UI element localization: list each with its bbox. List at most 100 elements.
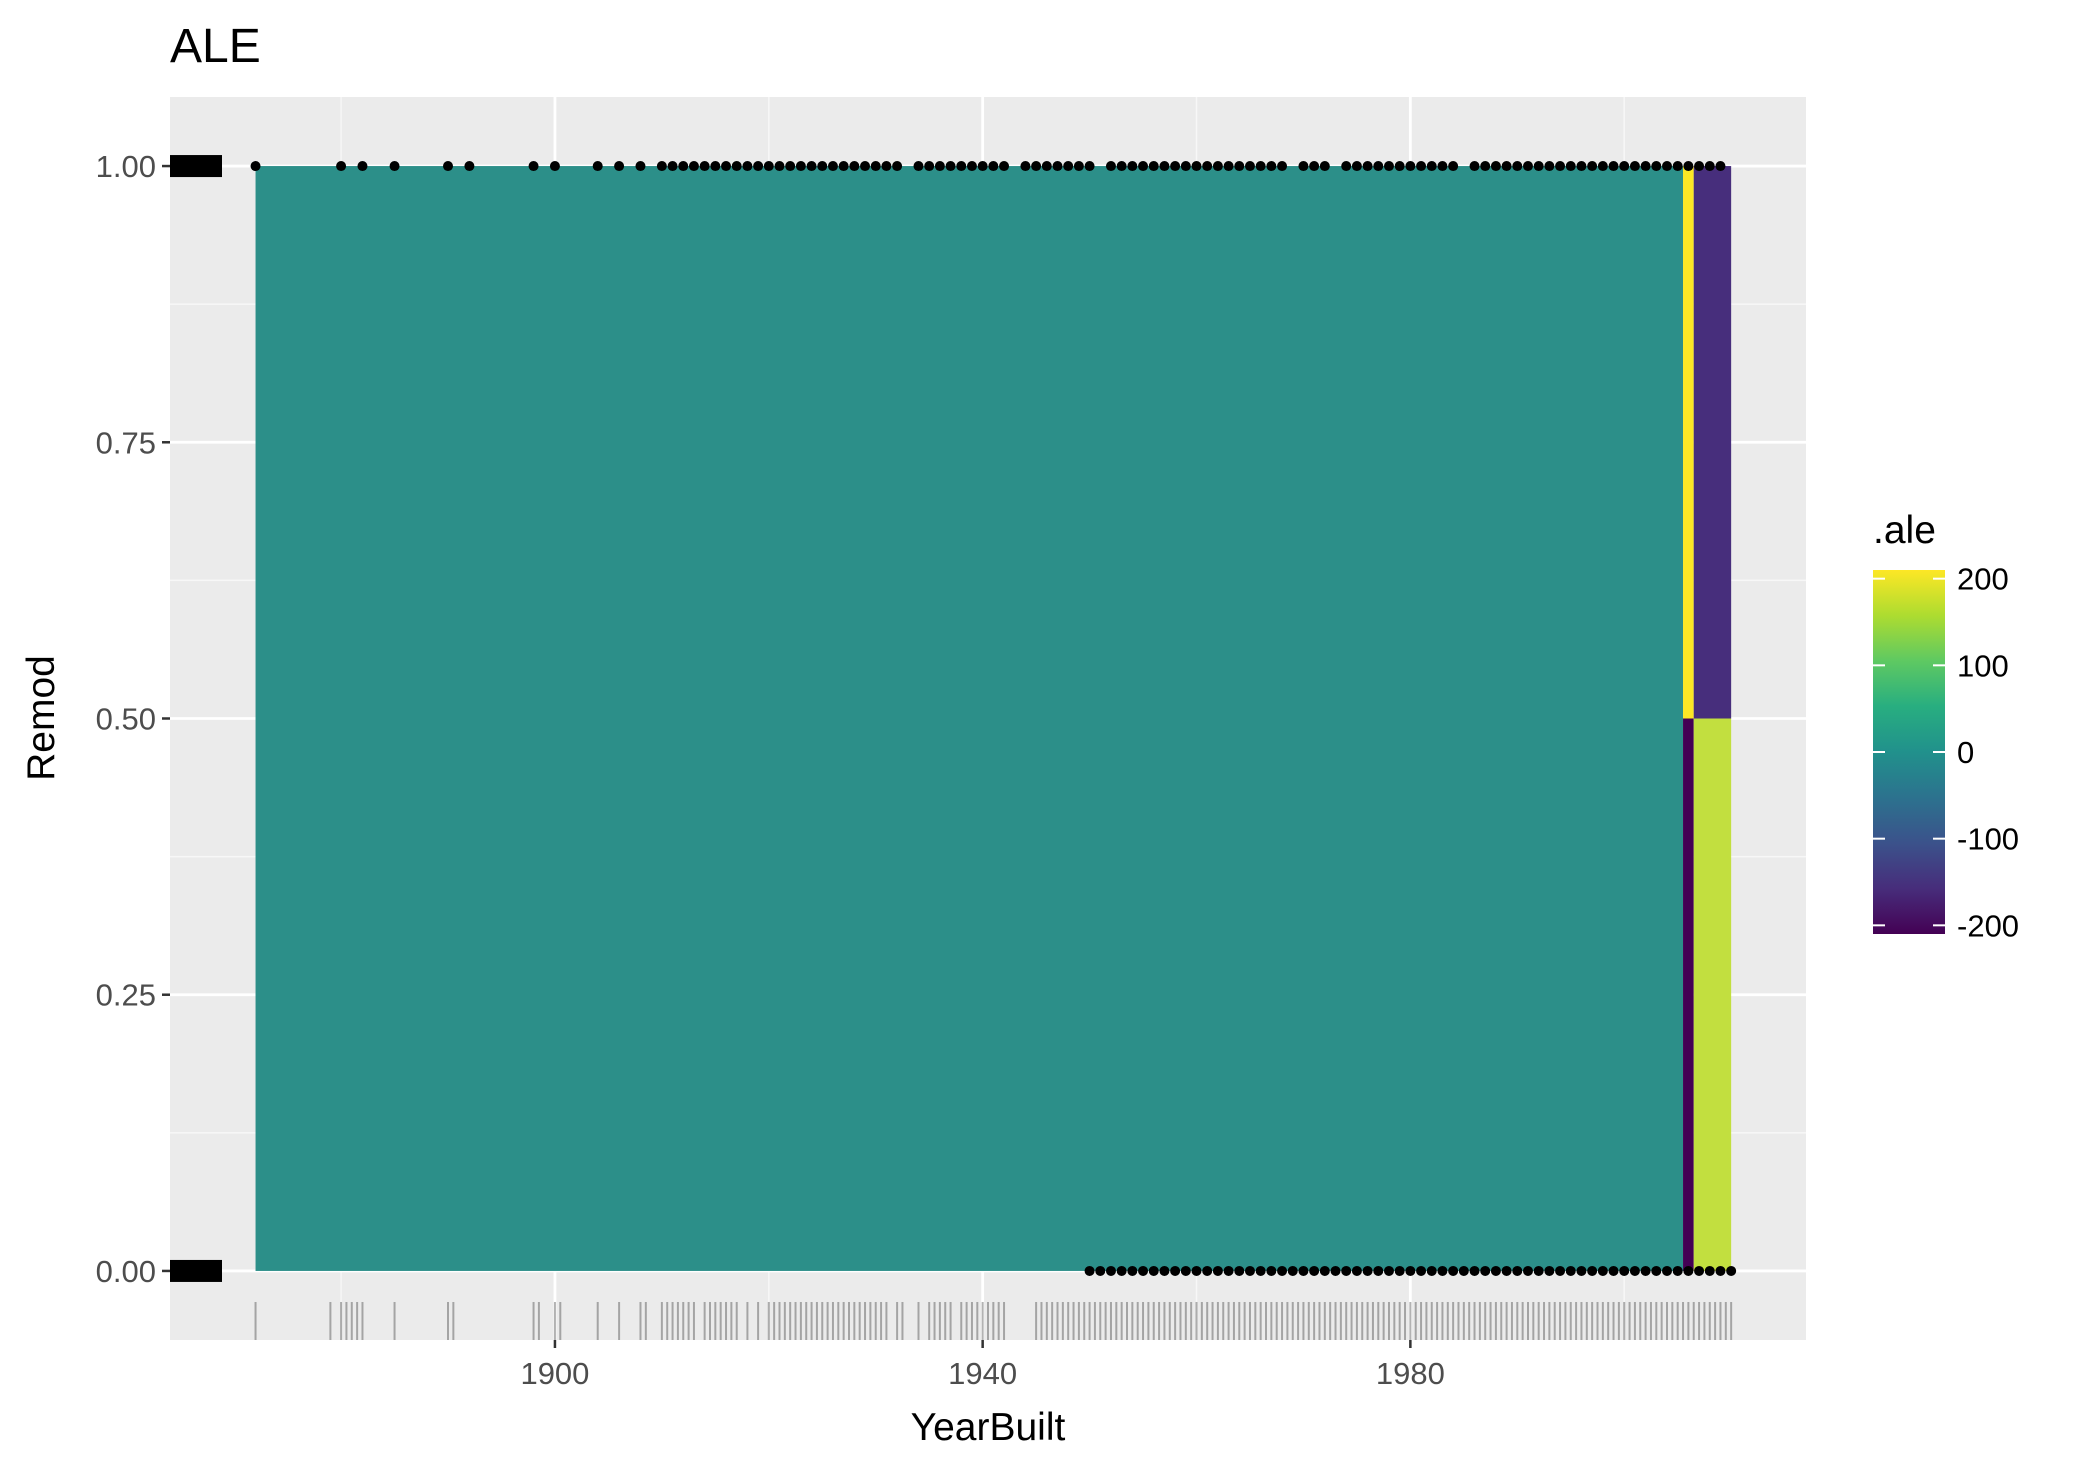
data-point — [945, 161, 956, 172]
data-point — [1084, 1265, 1095, 1276]
data-point — [1105, 161, 1116, 172]
data-point — [1544, 1265, 1555, 1276]
data-point — [1512, 1265, 1523, 1276]
data-point — [1608, 1265, 1619, 1276]
data-point — [977, 161, 988, 172]
data-point — [817, 161, 828, 172]
data-point — [721, 161, 732, 172]
data-point — [1715, 1265, 1726, 1276]
data-point — [1533, 1265, 1544, 1276]
data-point — [795, 161, 806, 172]
ale-tile — [1683, 166, 1694, 719]
data-point — [1533, 161, 1544, 172]
data-point — [806, 161, 817, 172]
data-point — [1640, 161, 1651, 172]
data-point — [1629, 1265, 1640, 1276]
data-point — [1341, 1265, 1352, 1276]
data-point — [1244, 1265, 1255, 1276]
data-point — [1597, 161, 1608, 172]
data-point — [1255, 1265, 1266, 1276]
data-point — [1138, 1265, 1149, 1276]
data-point — [966, 161, 977, 172]
data-point — [1095, 1265, 1106, 1276]
data-point — [1672, 161, 1683, 172]
data-point — [1373, 1265, 1384, 1276]
x-axis-title: YearBuilt — [911, 1406, 1066, 1449]
data-point — [1020, 161, 1031, 172]
data-point — [1234, 161, 1245, 172]
data-point — [1576, 161, 1587, 172]
data-point — [742, 161, 753, 172]
data-point — [1458, 1265, 1469, 1276]
data-point — [1694, 1265, 1705, 1276]
data-point — [1202, 161, 1213, 172]
data-point — [1544, 161, 1555, 172]
data-point — [1448, 161, 1459, 172]
data-point — [1437, 161, 1448, 172]
data-point — [614, 161, 625, 172]
data-point — [1277, 161, 1288, 172]
data-point — [870, 161, 881, 172]
legend: .ale 200 100 0 -100 -200 — [1873, 509, 2019, 943]
data-point — [1298, 1265, 1309, 1276]
data-point — [1191, 1265, 1202, 1276]
data-point — [1587, 1265, 1598, 1276]
data-point — [1170, 161, 1181, 172]
data-point — [1223, 1265, 1234, 1276]
data-point — [699, 161, 710, 172]
data-point — [1287, 1265, 1298, 1276]
chart-title: ALE — [170, 20, 261, 73]
legend-ticks: 200 100 0 -100 -200 — [1873, 562, 2019, 943]
data-point — [1351, 1265, 1362, 1276]
data-point — [1223, 161, 1234, 172]
legend-tick-label: 200 — [1957, 562, 2009, 597]
data-point — [1266, 161, 1277, 172]
data-point — [1416, 161, 1427, 172]
data-point — [1469, 161, 1480, 172]
data-point — [1405, 161, 1416, 172]
data-point — [1490, 161, 1501, 172]
data-point — [1351, 161, 1362, 172]
data-point — [1555, 161, 1566, 172]
data-point — [1362, 161, 1373, 172]
data-point — [1726, 1265, 1737, 1276]
y-tick-label: 0.00 — [96, 1254, 156, 1289]
data-point — [1480, 1265, 1491, 1276]
x-axis: 1900 1940 1980 — [520, 1340, 1445, 1391]
data-point — [1255, 161, 1266, 172]
data-point — [528, 161, 539, 172]
data-point — [1512, 161, 1523, 172]
data-point — [1148, 1265, 1159, 1276]
y-axis: 0.00 0.25 0.50 0.75 1.00 — [96, 149, 170, 1289]
data-point — [1319, 1265, 1330, 1276]
y-tick-label: 0.75 — [96, 425, 156, 460]
data-point — [1298, 161, 1309, 172]
data-point — [1170, 1265, 1181, 1276]
data-point — [1373, 161, 1384, 172]
y-edge-marks — [170, 155, 222, 1282]
data-point — [1619, 1265, 1630, 1276]
data-point — [1555, 1265, 1566, 1276]
data-point — [1448, 1265, 1459, 1276]
data-point — [1063, 161, 1074, 172]
data-point — [881, 161, 892, 172]
data-point — [710, 161, 721, 172]
ale-tiles — [255, 166, 1732, 1271]
legend-tick-label: 100 — [1957, 648, 2009, 683]
data-point — [1608, 161, 1619, 172]
data-point — [860, 161, 871, 172]
x-tick-label: 1900 — [520, 1356, 589, 1391]
data-point — [1587, 161, 1598, 172]
data-point — [1309, 161, 1320, 172]
data-point — [1651, 161, 1662, 172]
data-point — [250, 161, 261, 172]
legend-tick-label: -200 — [1957, 908, 2019, 943]
data-point — [1672, 1265, 1683, 1276]
data-point — [1426, 1265, 1437, 1276]
data-point — [1651, 1265, 1662, 1276]
data-point — [849, 161, 860, 172]
data-point — [753, 161, 764, 172]
data-point — [913, 161, 924, 172]
data-point — [1704, 161, 1715, 172]
